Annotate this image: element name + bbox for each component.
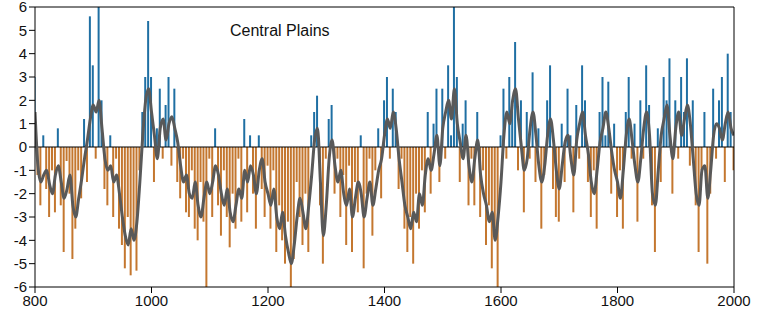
svg-text:1600: 1600 xyxy=(484,292,517,309)
svg-text:-3: -3 xyxy=(14,208,27,225)
svg-text:6: 6 xyxy=(19,0,27,15)
svg-text:1: 1 xyxy=(19,115,27,132)
svg-text:4: 4 xyxy=(19,45,27,62)
svg-text:0: 0 xyxy=(19,138,27,155)
svg-text:1400: 1400 xyxy=(368,292,401,309)
svg-text:-1: -1 xyxy=(14,162,27,179)
html-text:Central Plains: Central Plains xyxy=(230,22,330,39)
svg-text:5: 5 xyxy=(19,22,27,39)
svg-text:-5: -5 xyxy=(14,255,27,272)
svg-text:2: 2 xyxy=(19,92,27,109)
svg-text:3: 3 xyxy=(19,68,27,85)
svg-text:1800: 1800 xyxy=(601,292,634,309)
svg-text:1000: 1000 xyxy=(135,292,168,309)
svg-text:2000: 2000 xyxy=(717,292,750,309)
svg-text:-4: -4 xyxy=(14,232,27,249)
svg-text:1200: 1200 xyxy=(251,292,284,309)
svg-text:-2: -2 xyxy=(14,185,27,202)
svg-text:-6: -6 xyxy=(14,278,27,295)
svg-text:800: 800 xyxy=(22,291,48,309)
